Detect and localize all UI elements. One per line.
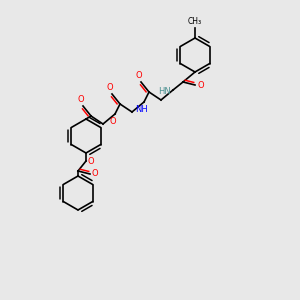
Text: HN: HN — [158, 86, 171, 95]
Text: O: O — [78, 95, 84, 104]
Text: O: O — [88, 158, 94, 166]
Text: O: O — [107, 83, 113, 92]
Text: NH: NH — [136, 105, 148, 114]
Text: O: O — [197, 80, 204, 89]
Text: O: O — [92, 169, 99, 178]
Text: CH₃: CH₃ — [188, 17, 202, 26]
Text: O: O — [136, 71, 142, 80]
Text: O: O — [110, 117, 116, 126]
